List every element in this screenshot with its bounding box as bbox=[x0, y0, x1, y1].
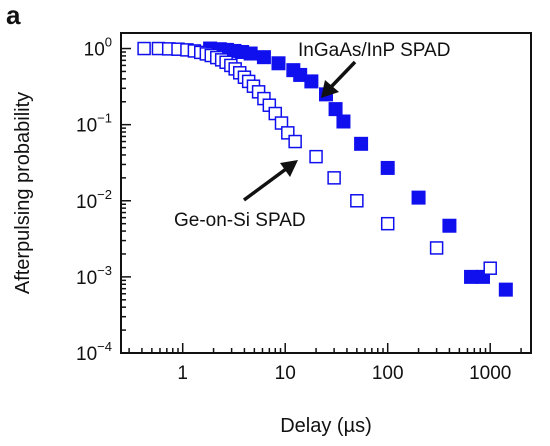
data-point-ingaas bbox=[464, 269, 479, 284]
data-point-ingaas bbox=[442, 218, 457, 233]
data-point-ingaas bbox=[271, 56, 286, 71]
y-tick-label: 10−2 bbox=[76, 187, 112, 213]
x-tick-label: 1000 bbox=[469, 363, 511, 384]
x-tick-label: 100 bbox=[372, 363, 404, 384]
x-axis: 1 10 100 1000 bbox=[128, 343, 522, 384]
x-tick-label: 1 bbox=[177, 363, 188, 384]
data-point-ingaas bbox=[380, 160, 395, 175]
y-tick-label: 10−1 bbox=[76, 111, 112, 137]
data-point-ingaas bbox=[354, 136, 369, 151]
y-tick-label: 10−4 bbox=[76, 339, 112, 365]
data-point-ge-on-si bbox=[380, 216, 395, 231]
data-point-ge-on-si bbox=[137, 41, 151, 56]
data-point-ge-on-si bbox=[327, 171, 341, 185]
data-point-ge-on-si bbox=[288, 134, 302, 149]
y-tick-label: 100 bbox=[84, 35, 112, 61]
y-tick-label: 10−3 bbox=[76, 263, 112, 289]
arrow-ingaas-inp-spad bbox=[321, 60, 357, 98]
annotation-ge-on-si-spad: Ge-on-Si SPAD bbox=[174, 210, 306, 231]
data-point-ge-on-si bbox=[309, 149, 323, 164]
data-point-ingaas bbox=[336, 114, 351, 129]
data-point-ingaas bbox=[328, 102, 343, 117]
data-point-ge-on-si bbox=[483, 261, 497, 275]
x-tick-label: 10 bbox=[275, 363, 296, 384]
data-point-ingaas bbox=[411, 190, 426, 205]
data-point-ingaas bbox=[256, 50, 271, 65]
arrow-ge-on-si-spad bbox=[242, 160, 298, 202]
annotation-ingaas-inp-spad: InGaAs/InP SPAD bbox=[298, 40, 450, 61]
panel-label: a bbox=[6, 0, 21, 30]
y-axis-label: Afterpulsing probability bbox=[12, 92, 34, 294]
y-axis: 100 10−1 10−2 10−3 10−4 bbox=[76, 35, 131, 365]
x-axis-label: Delay (µs) bbox=[280, 415, 372, 437]
data-point-ingaas bbox=[498, 282, 513, 297]
data-point-ge-on-si bbox=[350, 194, 364, 208]
series-ge-on-si-spad bbox=[137, 41, 497, 275]
data-point-ge-on-si bbox=[429, 241, 444, 255]
data-point-ingaas bbox=[304, 74, 319, 89]
data-point-ingaas bbox=[243, 46, 258, 61]
plot-area bbox=[120, 32, 532, 354]
